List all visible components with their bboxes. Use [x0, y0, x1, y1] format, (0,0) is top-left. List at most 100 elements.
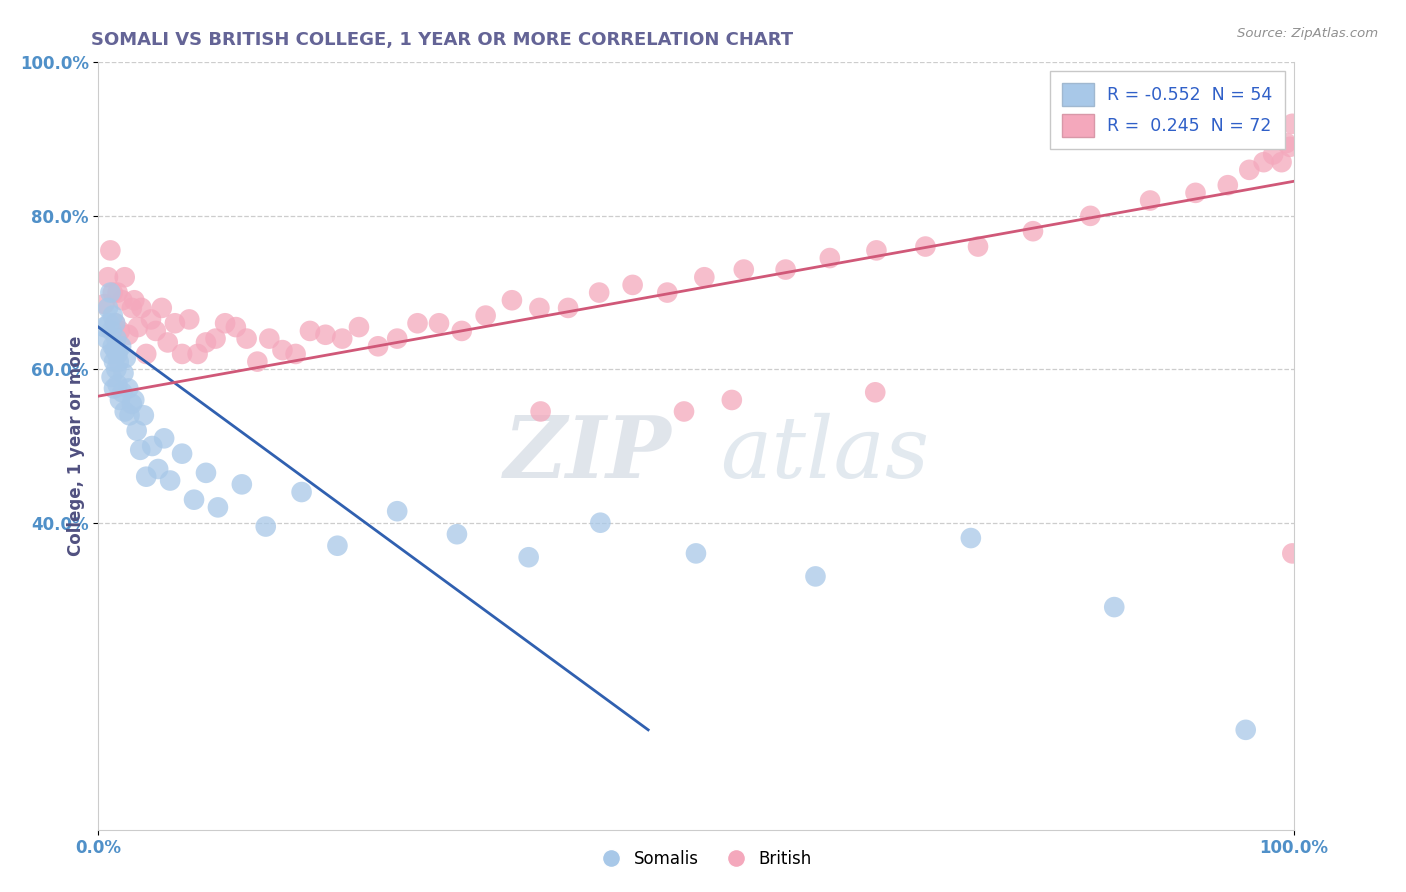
Point	[135, 347, 157, 361]
Point	[93, 297, 115, 311]
Point	[101, 339, 124, 353]
Point	[145, 324, 167, 338]
Point	[685, 546, 707, 560]
Point	[125, 424, 148, 438]
Point	[112, 366, 135, 380]
Legend: Somalis, British: Somalis, British	[588, 844, 818, 875]
Point	[172, 347, 194, 361]
Point	[326, 539, 349, 553]
Y-axis label: College, 1 year or more: College, 1 year or more	[66, 335, 84, 557]
Point	[195, 466, 218, 480]
Point	[159, 474, 181, 488]
Point	[446, 527, 468, 541]
Point	[108, 392, 131, 407]
Legend: R = -0.552  N = 54, R =  0.245  N = 72: R = -0.552 N = 54, R = 0.245 N = 72	[1050, 71, 1285, 149]
Point	[367, 339, 389, 353]
Point	[114, 270, 136, 285]
Point	[693, 270, 716, 285]
Point	[163, 316, 186, 330]
Point	[98, 244, 122, 258]
Point	[1281, 117, 1303, 131]
Point	[111, 293, 134, 308]
Point	[385, 332, 409, 346]
Point	[117, 327, 139, 342]
Point	[103, 382, 125, 396]
Point	[204, 332, 226, 346]
Point	[1080, 209, 1102, 223]
Point	[960, 531, 983, 545]
Point	[141, 439, 163, 453]
Point	[124, 392, 146, 407]
Point	[733, 262, 755, 277]
Point	[101, 309, 124, 323]
Point	[517, 550, 540, 565]
Point	[107, 347, 129, 361]
Point	[132, 409, 155, 423]
Point	[183, 492, 205, 507]
Point	[214, 316, 236, 330]
Point	[111, 385, 134, 400]
Point	[865, 244, 887, 258]
Point	[135, 469, 157, 483]
Point	[115, 351, 138, 365]
Point	[271, 343, 294, 358]
Point	[103, 354, 125, 368]
Point	[129, 442, 152, 457]
Point	[557, 301, 579, 315]
Text: atlas: atlas	[720, 412, 929, 495]
Point	[139, 312, 162, 326]
Point	[501, 293, 523, 308]
Point	[98, 347, 122, 361]
Text: ZIP: ZIP	[505, 412, 672, 495]
Point	[721, 392, 744, 407]
Point	[114, 404, 136, 418]
Point	[1278, 140, 1301, 154]
Point	[588, 285, 610, 300]
Point	[1022, 224, 1045, 238]
Point	[1104, 600, 1126, 615]
Text: SOMALI VS BRITISH COLLEGE, 1 YEAR OR MORE CORRELATION CHART: SOMALI VS BRITISH COLLEGE, 1 YEAR OR MOR…	[91, 31, 793, 49]
Point	[117, 382, 139, 396]
Point	[347, 320, 370, 334]
Point	[104, 343, 127, 358]
Point	[427, 316, 450, 330]
Point	[93, 320, 115, 334]
Point	[225, 320, 247, 334]
Point	[1281, 546, 1303, 560]
Point	[254, 519, 277, 533]
Point	[1139, 194, 1161, 208]
Point	[621, 277, 644, 292]
Point	[291, 485, 314, 500]
Point	[100, 370, 122, 384]
Point	[330, 332, 353, 346]
Point	[530, 404, 553, 418]
Point	[105, 332, 128, 346]
Point	[121, 301, 143, 315]
Point	[150, 301, 173, 315]
Point	[1263, 147, 1285, 161]
Point	[105, 362, 128, 376]
Point	[914, 239, 936, 253]
Point	[156, 335, 179, 350]
Point	[195, 335, 218, 350]
Point	[1239, 162, 1261, 177]
Point	[1271, 155, 1294, 169]
Point	[172, 447, 194, 461]
Point	[101, 285, 124, 300]
Point	[108, 324, 131, 338]
Point	[385, 504, 409, 518]
Point	[1184, 186, 1206, 200]
Point	[775, 262, 797, 277]
Point	[131, 301, 153, 315]
Point	[124, 293, 146, 308]
Point	[1275, 136, 1298, 150]
Point	[673, 404, 696, 418]
Point	[1253, 155, 1275, 169]
Point	[1216, 178, 1239, 193]
Point	[153, 431, 176, 445]
Point	[118, 409, 141, 423]
Point	[231, 477, 253, 491]
Point	[298, 324, 321, 338]
Point	[98, 316, 121, 330]
Point	[104, 316, 127, 330]
